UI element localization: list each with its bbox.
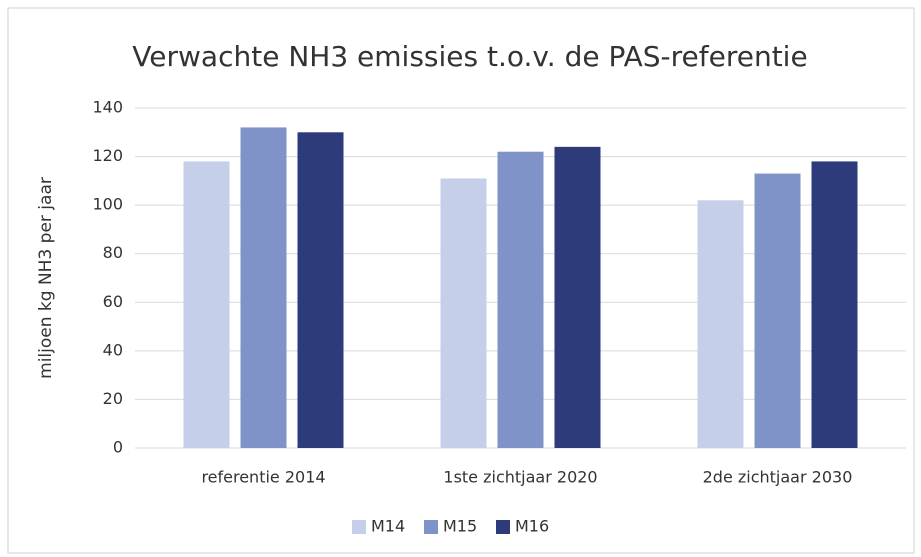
y-tick-label: 60 <box>103 292 123 311</box>
y-tick-label: 80 <box>103 243 123 262</box>
bar <box>440 178 487 448</box>
chart-title: Verwachte NH3 emissies t.o.v. de PAS-ref… <box>132 40 807 73</box>
y-tick-label: 100 <box>92 195 123 214</box>
y-tick-label: 120 <box>92 146 123 165</box>
legend-label: M16 <box>515 517 549 536</box>
bar <box>697 200 744 448</box>
y-tick-label: 40 <box>103 340 123 359</box>
bar <box>754 173 801 449</box>
bar <box>554 146 601 448</box>
x-tick-label: 1ste zichtjaar 2020 <box>443 468 597 487</box>
y-tick-label: 0 <box>113 438 123 457</box>
legend-label: M15 <box>443 517 477 536</box>
x-tick-label: referentie 2014 <box>201 468 325 487</box>
bar <box>183 161 230 448</box>
legend-label: M14 <box>371 517 405 536</box>
legend-swatch <box>352 520 366 534</box>
y-tick-label: 140 <box>92 98 123 117</box>
bar <box>297 132 344 449</box>
bar <box>497 151 544 448</box>
y-tick-label: 20 <box>103 389 123 408</box>
bar <box>811 161 858 448</box>
legend-swatch <box>496 520 510 534</box>
legend-swatch <box>424 520 438 534</box>
bar <box>240 127 287 448</box>
y-axis-label: miljoen kg NH3 per jaar <box>36 177 56 379</box>
x-tick-label: 2de zichtjaar 2030 <box>703 468 853 487</box>
